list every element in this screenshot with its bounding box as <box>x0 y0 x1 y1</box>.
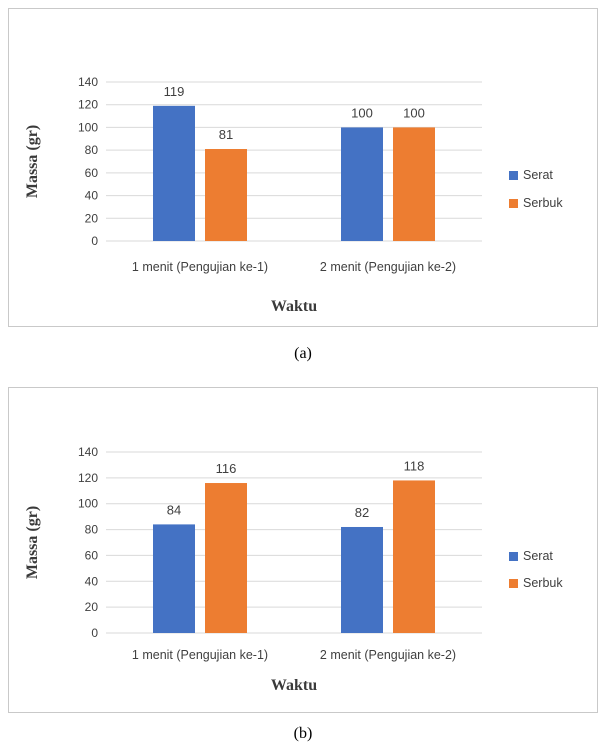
chart-b-data-label: 84 <box>167 502 181 517</box>
chart-a-y-tick-label: 80 <box>85 143 99 157</box>
chart-a-caption: (a) <box>294 345 312 362</box>
chart-b-y-tick-label: 40 <box>85 574 99 588</box>
chart-a-y-tick-label: 100 <box>78 120 98 134</box>
chart-a-legend-swatch-serat <box>509 171 518 180</box>
chart-a-y-axis-title: Massa (gr) <box>24 125 41 198</box>
chart-b-x-axis-title: Waktu <box>271 677 317 694</box>
chart-a-data-label: 119 <box>164 84 185 99</box>
chart-a-y-tick-label: 60 <box>85 166 99 180</box>
chart-b-y-tick-label: 120 <box>78 471 98 485</box>
chart-b-y-tick-label: 140 <box>78 445 98 459</box>
chart-b-data-label: 116 <box>216 461 237 476</box>
chart-b-category-label: 2 menit (Pengujian ke-2) <box>320 648 456 662</box>
chart-a-data-label: 100 <box>403 105 425 120</box>
chart-a-bar-serbuk <box>393 127 435 241</box>
chart-b-y-axis-title: Massa (gr) <box>24 506 41 579</box>
chart-b-data-label: 82 <box>355 505 369 520</box>
chart-a-svg: 0 20 40 60 80 100 120 140 119 81 1 menit (Pengujia… <box>24 75 563 315</box>
chart-b-svg: 0 20 40 60 80 100 120 140 84 116 1 menit (Pengujia… <box>24 445 563 694</box>
chart-a-data-label: 100 <box>351 105 373 120</box>
chart-a-bar-serbuk <box>205 149 247 241</box>
chart-a-y-tick-label: 20 <box>85 211 99 225</box>
chart-a-y-tick-label: 40 <box>85 189 99 203</box>
chart-b-bar-serat <box>153 524 195 633</box>
chart-a-legend-label: Serat <box>523 168 553 182</box>
chart-b-category-label: 1 menit (Pengujian ke-1) <box>132 648 268 662</box>
chart-a-bar-serat <box>341 127 383 241</box>
chart-b-bar-serat <box>341 526 383 633</box>
chart-b-legend-label: Serat <box>523 549 553 563</box>
chart-a-legend-swatch-serbuk <box>509 199 518 208</box>
chart-b-panel: 0 20 40 60 80 100 120 140 84 116 1 menit (Pengujia… <box>8 387 598 713</box>
chart-b-legend-label: Serbuk <box>523 576 563 590</box>
chart-a-legend-label: Serbuk <box>523 196 563 210</box>
chart-b-legend-swatch-serbuk <box>509 579 518 588</box>
chart-b-y-tick-label: 20 <box>85 600 99 614</box>
chart-a-y-tick-label: 0 <box>91 234 98 248</box>
chart-a-bar-serat <box>153 105 195 241</box>
chart-b-bar-serbuk <box>393 480 435 633</box>
chart-a-y-tick-label: 120 <box>78 98 98 112</box>
chart-a-panel: 0 20 40 60 80 100 120 140 119 81 1 menit (Pengujia… <box>8 8 598 327</box>
chart-b-y-tick-label: 60 <box>85 548 99 562</box>
chart-b-data-label: 118 <box>404 458 425 473</box>
chart-b-legend-swatch-serat <box>509 552 518 561</box>
chart-a-y-tick-label: 140 <box>78 75 98 89</box>
chart-b-y-tick-label: 100 <box>78 497 98 511</box>
chart-a-data-label: 81 <box>219 127 233 142</box>
chart-a-x-axis-title: Waktu <box>271 298 317 315</box>
chart-b-bar-serbuk <box>205 483 247 633</box>
chart-b-y-tick-label: 80 <box>85 523 99 537</box>
chart-b-y-tick-label: 0 <box>91 626 98 640</box>
chart-a-category-label: 1 menit (Pengujian ke-1) <box>132 260 268 274</box>
chart-a-category-label: 2 menit (Pengujian ke-2) <box>320 260 456 274</box>
chart-b-caption: (b) <box>293 725 313 742</box>
